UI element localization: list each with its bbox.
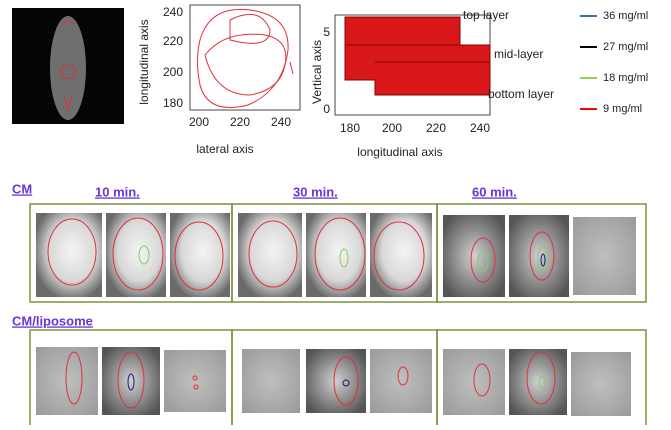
mouse-body — [50, 16, 86, 120]
y-tick-label: 240 — [163, 5, 183, 19]
x-tick-label: 240 — [470, 121, 490, 135]
time-label: 10 min. — [95, 184, 140, 199]
legend-label: 9 mg/ml — [603, 103, 642, 115]
layer-label: bottom layer — [488, 87, 554, 101]
layer-label: mid-layer — [494, 47, 543, 61]
section-title: CM/liposome — [12, 313, 93, 328]
legend-label: 36 mg/ml — [603, 10, 648, 22]
images-row2 — [36, 347, 631, 416]
y-tick-label: 220 — [163, 34, 183, 48]
y-tick-label: 5 — [323, 25, 330, 39]
x-tick-label: 180 — [340, 121, 360, 135]
images-row1 — [36, 213, 636, 297]
time-label: 60 min. — [472, 184, 517, 199]
x-tick-label: 220 — [230, 115, 250, 129]
legend-label: 27 mg/ml — [603, 41, 648, 53]
x-tick-label: 200 — [189, 115, 209, 129]
x-tick-label: 240 — [271, 115, 291, 129]
layer-bars — [345, 17, 490, 95]
plot-frame — [190, 5, 300, 110]
x-tick-label: 200 — [382, 121, 402, 135]
layer-label: top layer — [463, 8, 509, 22]
y-tick-label: 200 — [163, 65, 183, 79]
y-tick-label: 180 — [163, 96, 183, 110]
x-tick-label: 220 — [426, 121, 446, 135]
x-label: longitudinal axis — [357, 145, 442, 159]
y-tick-label: 0 — [323, 102, 330, 116]
section-title: CM — [12, 181, 32, 196]
x-label: lateral axis — [196, 142, 253, 156]
figure: longitudinal axis lateral axis Vertical … — [0, 0, 671, 425]
time-label: 30 min. — [293, 184, 338, 199]
trajectory — [198, 9, 294, 107]
y-label: longitudinal axis — [137, 19, 151, 104]
y-label: Vertical axis — [310, 40, 324, 104]
legend-label: 18 mg/ml — [603, 72, 648, 84]
